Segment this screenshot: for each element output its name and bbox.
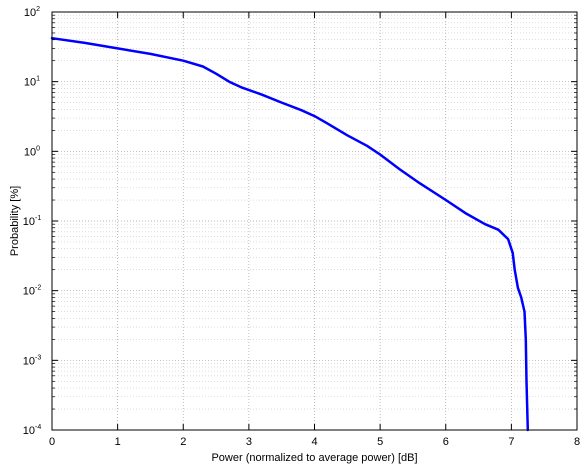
x-tick-label: 2 <box>180 436 186 448</box>
tick-marks <box>51 11 578 431</box>
y-axis-label: Probability [%] <box>9 186 21 256</box>
y-tick-labels: 10-4 10-3 10-2 10-1 100 101 102 <box>23 6 42 437</box>
x-tick-label: 1 <box>115 436 121 448</box>
y-tick-label: 10-1 <box>23 215 42 228</box>
x-tick-label: 5 <box>377 436 383 448</box>
y-tick-label: 102 <box>24 6 40 19</box>
x-axis-label: Power (normalized to average power) [dB] <box>211 452 417 464</box>
probability-curve <box>50 36 530 432</box>
y-tick-label: 10-3 <box>23 354 42 367</box>
y-tick-label: 100 <box>24 145 40 158</box>
y-tick-label: 10-4 <box>23 424 42 437</box>
x-tick-label: 8 <box>574 436 580 448</box>
y-tick-label: 10-2 <box>23 285 42 298</box>
y-tick-label: 101 <box>24 76 40 89</box>
x-tick-label: 3 <box>246 436 252 448</box>
minor-grid <box>52 14 577 410</box>
x-tick-labels: 0 1 2 3 4 5 6 7 8 <box>49 436 580 448</box>
x-tick-label: 6 <box>443 436 449 448</box>
x-tick-label: 4 <box>311 436 317 448</box>
x-tick-label: 7 <box>508 436 514 448</box>
x-tick-label: 0 <box>49 436 55 448</box>
